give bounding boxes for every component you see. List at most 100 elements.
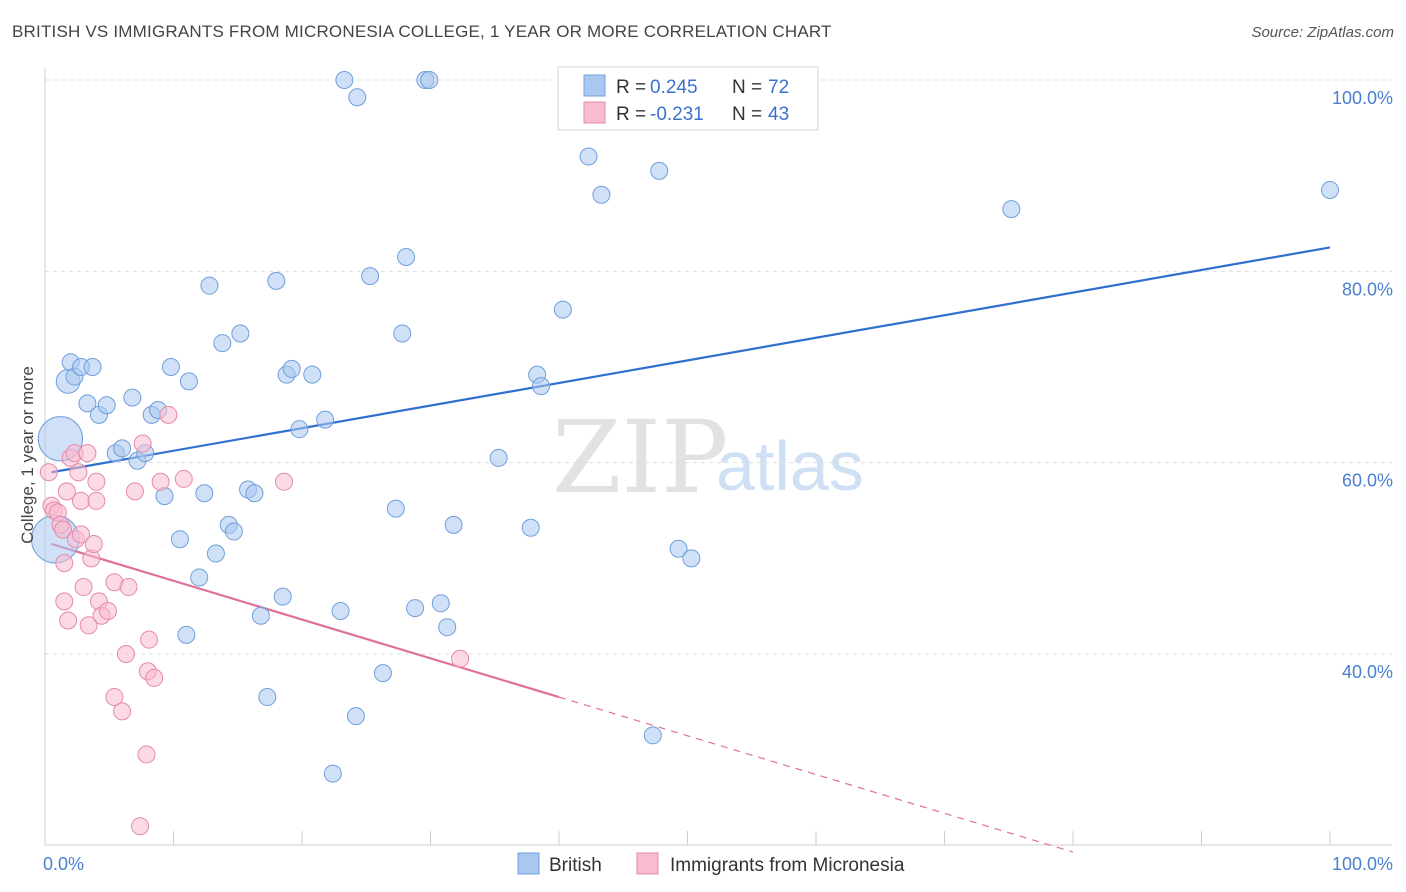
legend-n-label: N = xyxy=(732,104,762,125)
legend-swatch xyxy=(583,101,606,124)
watermark-zip: ZIP xyxy=(552,399,728,516)
point-british xyxy=(258,688,277,707)
point-micronesia xyxy=(105,688,124,707)
point-british xyxy=(206,544,225,563)
point-british xyxy=(361,267,380,286)
point-british xyxy=(251,606,270,625)
series-legend-swatch xyxy=(636,852,659,875)
point-british xyxy=(161,358,180,376)
chart-title: BRITISH VS IMMIGRANTS FROM MICRONESIA CO… xyxy=(12,22,832,41)
point-micronesia xyxy=(79,616,98,635)
point-british xyxy=(393,324,412,343)
point-british xyxy=(179,372,198,391)
point-british xyxy=(579,147,598,166)
point-micronesia xyxy=(140,630,159,649)
point-micronesia xyxy=(98,601,117,620)
legend-n-value: 72 xyxy=(768,77,789,98)
trend-lines xyxy=(51,246,1331,853)
trend-line-micronesia xyxy=(51,542,560,699)
point-british xyxy=(532,377,551,396)
point-british xyxy=(323,764,342,783)
point-british xyxy=(170,530,189,549)
y-tick-label: 80.0% xyxy=(1342,279,1393,299)
point-micronesia xyxy=(125,482,144,501)
point-british xyxy=(643,726,662,745)
point-british xyxy=(682,549,701,568)
point-british xyxy=(489,448,508,467)
watermark: ZIP atlas xyxy=(552,399,864,516)
point-micronesia xyxy=(84,534,103,553)
point-micronesia xyxy=(113,702,132,721)
grid-lines xyxy=(45,79,1392,655)
x-tick-labels: 0.0% 100.0% xyxy=(43,854,1393,874)
point-british xyxy=(406,599,425,618)
legend-r-value: 0.245 xyxy=(650,77,698,98)
y-tick-label: 60.0% xyxy=(1342,471,1393,491)
legend-r-label: R = xyxy=(616,104,646,125)
point-british xyxy=(438,618,457,637)
point-british xyxy=(521,518,540,537)
point-micronesia xyxy=(174,469,193,488)
y-tick-labels: 100.0% 80.0% 60.0% 40.0% xyxy=(1332,88,1393,682)
y-tick-label: 100.0% xyxy=(1332,88,1393,108)
legend-n-label: N = xyxy=(732,77,762,98)
point-micronesia xyxy=(71,525,90,544)
point-british xyxy=(273,587,292,606)
legend-n-value: 43 xyxy=(768,104,789,125)
legend-r-value: -0.231 xyxy=(650,104,704,125)
point-micronesia xyxy=(116,645,135,663)
series-legend-swatch xyxy=(517,852,540,875)
point-micronesia xyxy=(74,578,93,597)
point-micronesia xyxy=(131,817,150,836)
trend-line-british xyxy=(51,246,1331,474)
point-micronesia xyxy=(451,649,470,668)
point-british xyxy=(669,539,688,558)
point-british xyxy=(373,664,392,683)
point-british xyxy=(123,388,142,407)
data-points xyxy=(30,71,1339,836)
point-micronesia xyxy=(159,405,178,424)
point-british xyxy=(200,276,219,295)
point-british xyxy=(78,394,97,413)
point-british xyxy=(195,484,214,503)
y-tick-label: 40.0% xyxy=(1342,662,1393,682)
point-british xyxy=(303,365,322,384)
point-british xyxy=(431,594,450,613)
point-micronesia xyxy=(69,463,88,482)
point-british xyxy=(331,601,350,620)
point-british xyxy=(231,324,250,343)
point-british xyxy=(177,625,196,644)
point-british xyxy=(420,71,439,89)
point-british xyxy=(335,71,354,89)
watermark-atlas: atlas xyxy=(716,427,864,505)
point-micronesia xyxy=(151,472,170,491)
point-british xyxy=(224,522,243,541)
point-british xyxy=(213,334,232,353)
legend-r-label: R = xyxy=(616,77,646,98)
trend-line-micronesia-extrapolated xyxy=(558,696,1074,853)
correlation-legend: R = 0.245 N = 72 R = -0.231 N = 43 xyxy=(557,66,819,131)
point-micronesia xyxy=(39,463,58,482)
point-micronesia xyxy=(53,520,72,539)
source-credit: Source: ZipAtlas.com xyxy=(1251,24,1394,41)
point-micronesia xyxy=(55,592,74,611)
point-british xyxy=(397,247,416,266)
point-british xyxy=(1321,181,1339,200)
point-micronesia xyxy=(137,745,156,764)
axes xyxy=(44,68,1392,846)
point-micronesia xyxy=(119,578,138,597)
point-british xyxy=(267,271,286,290)
point-micronesia xyxy=(71,491,90,510)
point-british xyxy=(553,300,572,319)
point-british xyxy=(650,161,669,180)
x-tick-label-max: 100.0% xyxy=(1332,854,1393,874)
x-tick-label-min: 0.0% xyxy=(43,854,84,874)
point-micronesia xyxy=(87,472,106,491)
point-british xyxy=(346,707,365,726)
series-legend-label: Immigrants from Micronesia xyxy=(670,855,905,876)
point-british xyxy=(348,88,367,107)
point-micronesia xyxy=(57,482,76,501)
point-micronesia xyxy=(59,611,78,630)
series-legend-label: British xyxy=(549,855,602,876)
point-british xyxy=(113,439,132,458)
